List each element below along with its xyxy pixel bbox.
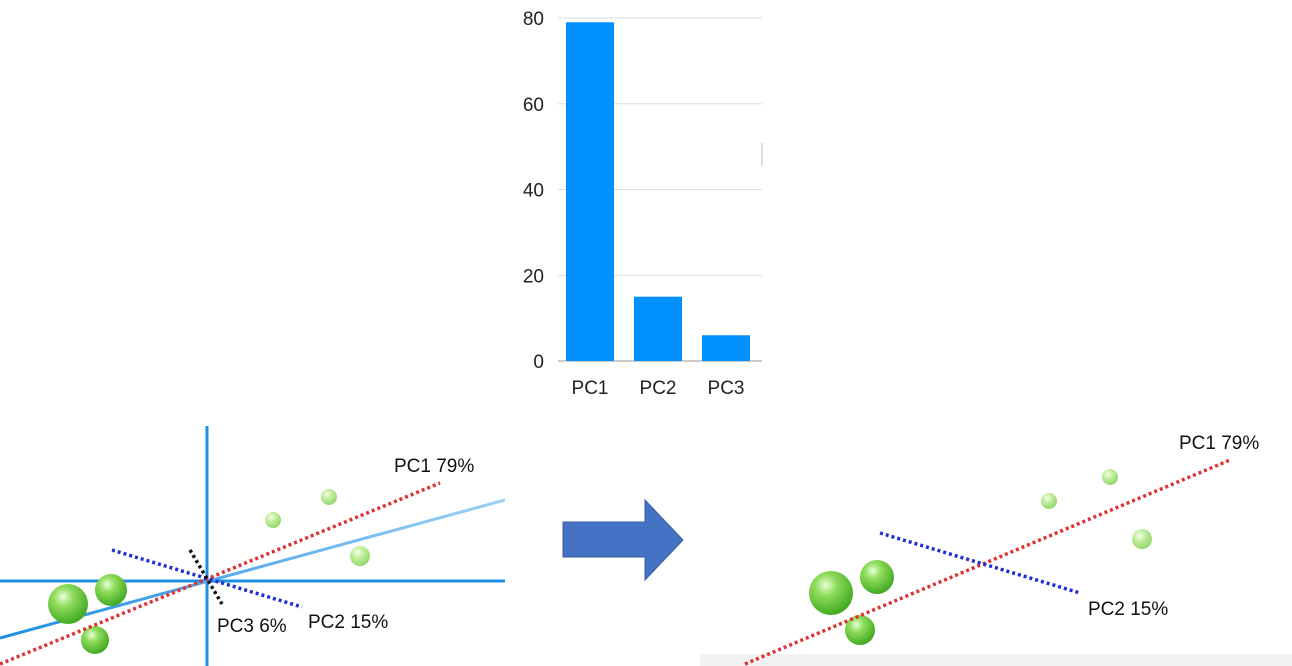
y-tick-label: 60 (523, 95, 544, 116)
data-point (1132, 529, 1152, 549)
bar-pc2 (634, 296, 682, 361)
data-point (1041, 493, 1057, 509)
data-point (265, 512, 281, 528)
data-point (321, 489, 337, 505)
data-point (860, 560, 894, 594)
pc2-label: PC2 15% (1088, 599, 1168, 620)
data-point (1102, 469, 1118, 485)
data-point (809, 571, 853, 615)
pc1-label: PC1 79% (394, 456, 474, 477)
y-tick-label: 80 (523, 9, 544, 30)
y-tick-label: 40 (523, 181, 544, 202)
bar-pc1 (566, 22, 614, 361)
pc2-label: PC2 15% (308, 612, 388, 633)
x-tick-label: PC3 (708, 378, 745, 399)
pc1-line (0, 481, 441, 666)
chart-y-tick-labels: 0 20 40 60 80 (523, 9, 544, 373)
data-point (845, 615, 875, 645)
bar-pc3 (702, 335, 750, 361)
pc1-label: PC1 79% (1179, 433, 1259, 454)
original-axes-diagram: PC1 79% PC3 6% PC2 15% (0, 426, 506, 666)
y-tick-label: 0 (533, 352, 544, 373)
shadow-strip (700, 654, 1292, 666)
y-tick-label: 20 (523, 266, 544, 287)
chart-bars (566, 22, 750, 361)
x-tick-label: PC1 (572, 378, 609, 399)
pc3-line (188, 549, 224, 605)
right-arrow-icon (562, 498, 684, 582)
pc3-label: PC3 6% (217, 616, 287, 637)
data-point (350, 546, 370, 566)
x-tick-label: PC2 (640, 378, 677, 399)
principal-components-diagram: PC1 79% PC2 15% (700, 433, 1292, 666)
pc1-line (744, 458, 1231, 666)
pc2-line (879, 531, 1081, 595)
data-point (81, 626, 109, 654)
data-point (95, 574, 127, 606)
chart-x-tick-labels: PC1 PC2 PC3 (572, 378, 745, 399)
data-point (48, 584, 88, 624)
variance-bar-chart: 0 20 40 60 80 PC1 PC2 PC3 (523, 9, 763, 399)
